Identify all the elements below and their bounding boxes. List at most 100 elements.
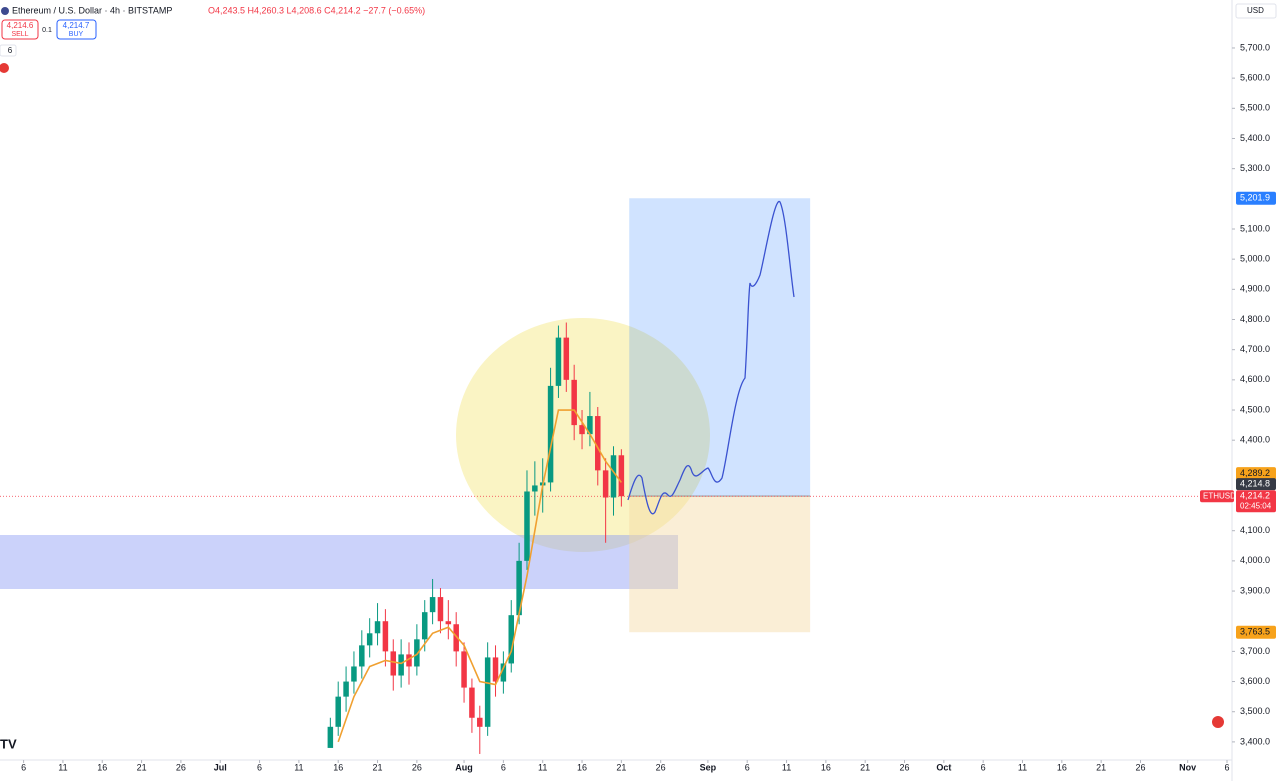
indicator-toggle[interactable]	[0, 44, 17, 57]
logo: TV	[0, 736, 17, 751]
x-tick-label: 21	[860, 762, 870, 772]
candle-body	[579, 425, 585, 435]
sell-price[interactable]: 4,214.6	[7, 21, 34, 30]
plot	[0, 198, 1232, 754]
candle-body	[335, 696, 341, 727]
candle-body	[429, 597, 436, 613]
buy-price[interactable]: 4,214.7	[63, 21, 90, 30]
y-tick-label: 5,100.0	[1240, 223, 1270, 233]
y-tick-label: 5,600.0	[1240, 73, 1270, 83]
candle-body	[374, 621, 381, 634]
candle-body	[602, 470, 609, 498]
y-tick-label: 5,300.0	[1240, 163, 1270, 173]
buy-label[interactable]: BUY	[69, 31, 84, 38]
candle-body	[571, 379, 577, 426]
symbol-title: Ethereum / U.S. Dollar · 4h · BITSTAMP	[12, 5, 172, 15]
candle-body	[587, 416, 593, 435]
indicator-count[interactable]: 6	[8, 46, 13, 55]
x-tick-label: 26	[900, 762, 910, 772]
y-tick-label: 4,100.0	[1240, 525, 1270, 535]
y-tick-label: 4,600.0	[1240, 374, 1270, 384]
x-tick-label: Sep	[700, 762, 717, 772]
candle-body	[477, 717, 483, 727]
candle-body	[610, 455, 617, 498]
countdown: 02:45:04	[1240, 501, 1272, 510]
candle-body	[563, 337, 570, 380]
candle-body	[484, 657, 491, 727]
y-tick-label: 4,500.0	[1240, 404, 1270, 414]
candle-body	[595, 416, 601, 471]
highlight-ellipse	[456, 318, 710, 552]
alert-dot[interactable]	[0, 63, 9, 73]
candle-body	[500, 663, 507, 682]
x-tick-label: 26	[656, 762, 666, 772]
spread: 0.1	[42, 27, 52, 34]
target-tag-text: 5,201.9	[1240, 193, 1270, 203]
x-tick-label: 16	[577, 762, 587, 772]
candle-body	[366, 633, 373, 646]
target-zone	[629, 198, 811, 497]
x-tick-label: 16	[1057, 762, 1067, 772]
sell-button[interactable]	[1, 19, 39, 40]
candle-body	[618, 455, 625, 497]
candle-body	[390, 651, 397, 676]
y-tick-label: 3,700.0	[1240, 646, 1270, 656]
x-tick-label: 26	[1135, 762, 1145, 772]
ma-tag-text: 4,289.2	[1240, 468, 1270, 478]
candle-body	[359, 645, 365, 667]
target-tag	[1236, 191, 1276, 205]
x-tick-label: 11	[538, 762, 547, 772]
current-tag-text: 4,214.2	[1240, 491, 1270, 501]
x-tick-label: Jul	[214, 762, 227, 772]
demand-zone	[0, 535, 678, 589]
symbol-icon	[1, 7, 9, 15]
y-tick-label: 5,500.0	[1240, 103, 1270, 113]
candle-body	[469, 687, 475, 718]
x-tick-label: 6	[21, 762, 26, 772]
x-tick-label: 6	[981, 762, 986, 772]
y-tick-label: 3,500.0	[1240, 706, 1270, 716]
y-tick-label: 4,900.0	[1240, 284, 1270, 294]
candle-body	[382, 621, 389, 652]
candle-body	[508, 615, 515, 664]
stop-tag	[1236, 625, 1276, 639]
x-tick-label: 6	[501, 762, 506, 772]
candle-body	[351, 666, 357, 682]
y-tick-label: 4,700.0	[1240, 344, 1270, 354]
y-tick-label: 5,700.0	[1240, 42, 1270, 52]
current-tag	[1236, 490, 1276, 513]
x-tick-label: 11	[294, 762, 303, 772]
candle-body	[555, 337, 562, 386]
candle-body	[398, 654, 404, 676]
sell-label[interactable]: SELL	[11, 31, 28, 38]
x-tick-label: 6	[1224, 762, 1229, 772]
candle-body	[532, 485, 538, 492]
y-tick-label: 4,400.0	[1240, 435, 1270, 445]
forecast-path	[627, 201, 795, 515]
candle-body	[461, 651, 467, 688]
x-tick-label: 6	[745, 762, 750, 772]
candle-body	[437, 597, 444, 622]
candle-body	[406, 654, 412, 667]
x-tick-label: Aug	[455, 762, 473, 772]
x-tick-label: 6	[257, 762, 262, 772]
currency[interactable]: USD	[1247, 6, 1264, 15]
candle-body	[414, 639, 420, 667]
candle-body	[492, 657, 499, 682]
x-tick-label: 26	[412, 762, 422, 772]
candle-body	[516, 560, 522, 616]
candle-body	[445, 621, 452, 625]
symbol-tag	[1200, 490, 1234, 503]
y-tick-label: 5,000.0	[1240, 254, 1270, 264]
x-tick-label: 21	[1096, 762, 1106, 772]
currency-button[interactable]	[1235, 3, 1277, 19]
candle-body	[547, 385, 554, 483]
candle-body	[453, 624, 459, 652]
y-tick-label: 4,000.0	[1240, 555, 1270, 565]
entry-tag	[1236, 478, 1276, 491]
x-tick-label: 11	[58, 762, 67, 772]
buy-button[interactable]	[56, 19, 97, 40]
alert-dot[interactable]	[1212, 716, 1224, 728]
